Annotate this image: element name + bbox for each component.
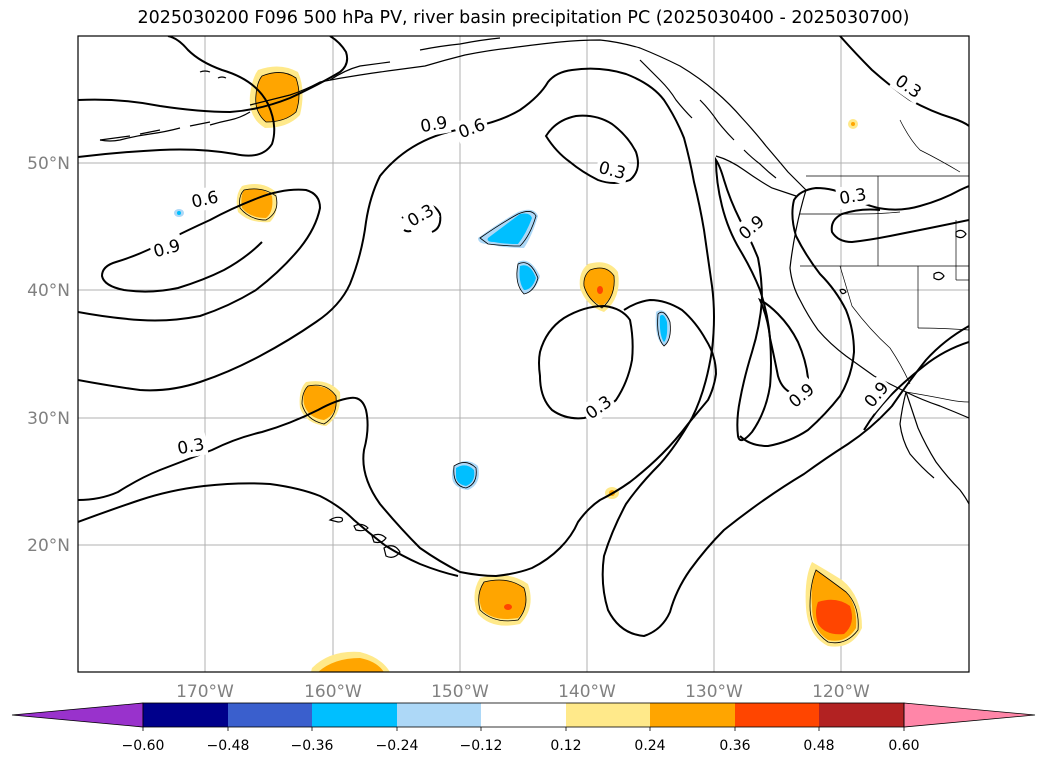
colorbar-segment-9	[819, 703, 904, 727]
lon-label-140w: 140°W	[558, 682, 616, 702]
colorbar-segment-4	[397, 703, 481, 727]
colorbar-tick-3: −0.36	[291, 738, 334, 754]
lon-label-130w: 130°W	[685, 682, 743, 702]
lon-label-170w: 170°W	[176, 682, 234, 702]
colorbar-tick-8: 0.36	[719, 738, 750, 754]
lon-label-120w: 120°W	[812, 682, 870, 702]
lon-label-160w: 160°W	[304, 682, 362, 702]
colorbar-segment-5	[481, 703, 566, 727]
precip-fills	[174, 66, 862, 672]
colorbar-extend-high	[903, 702, 1036, 728]
map-title: 2025030200 F096 500 hPa PV, river basin …	[137, 8, 910, 28]
lat-label-40n: 40°N	[27, 281, 70, 301]
colorbar-tick-7: 0.24	[634, 738, 665, 754]
colorbar-tick-10: 0.60	[888, 738, 919, 754]
contour-label-0-9-b: 0.9	[419, 113, 449, 137]
colorbar-tick-1: −0.60	[122, 738, 165, 754]
colorbar-segment-7	[650, 703, 735, 727]
colorbar-segment-2	[228, 703, 312, 727]
colorbar-segment-3	[312, 703, 397, 727]
lat-label-20n: 20°N	[27, 536, 70, 556]
gridlines	[78, 36, 969, 672]
map-frame	[77, 35, 970, 673]
contour-label-0-3-f: 0.3	[176, 435, 206, 459]
colorbar-tick-4: −0.24	[376, 738, 419, 754]
colorbar-segment-1	[143, 703, 228, 727]
lon-label-150w: 150°W	[431, 682, 489, 702]
map-background	[78, 36, 969, 672]
coastlines	[99, 37, 969, 558]
contour-label-0-3-d: 0.3	[838, 185, 868, 209]
colorbar-tick-5: −0.12	[460, 738, 503, 754]
colorbar-segment-8	[735, 703, 819, 727]
borders	[800, 119, 969, 403]
colorbar-tick-6: 0.12	[550, 738, 581, 754]
colorbar: −0.60 −0.48 −0.36 −0.24 −0.12 0.12 0.24 …	[11, 702, 1036, 754]
colorbar-segment-6	[566, 703, 650, 727]
colorbar-tick-9: 0.48	[803, 738, 834, 754]
fill-outlines	[239, 72, 859, 644]
colorbar-extend-low	[11, 702, 144, 728]
lat-label-50n: 50°N	[27, 154, 70, 174]
lat-label-30n: 30°N	[27, 409, 70, 429]
colorbar-tick-2: −0.48	[207, 738, 250, 754]
